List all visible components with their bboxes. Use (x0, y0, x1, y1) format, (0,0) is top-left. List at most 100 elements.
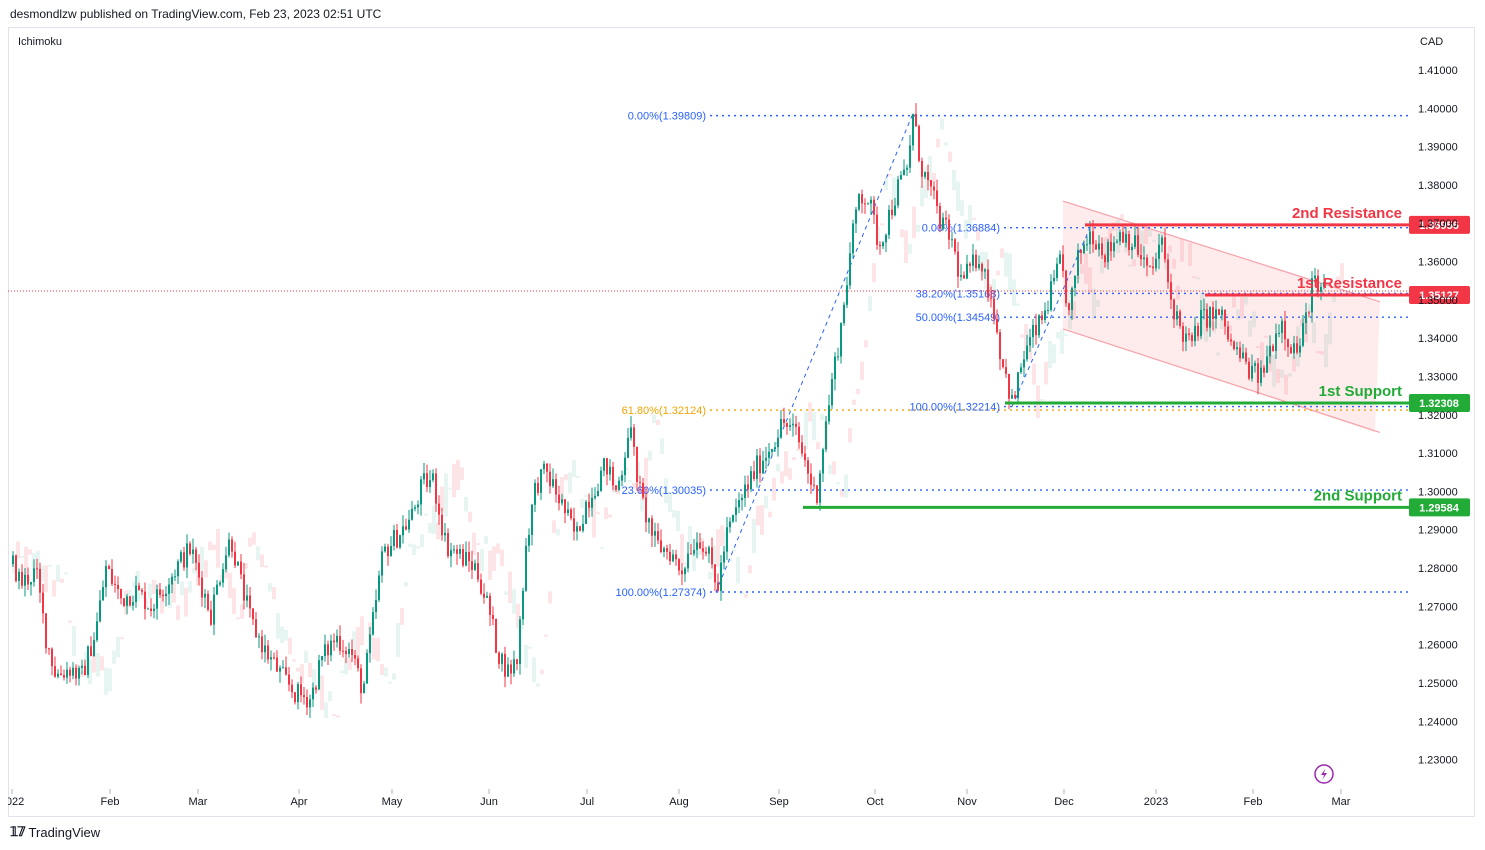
candle-body (1296, 343, 1298, 353)
x-tick-label: Dec (1054, 796, 1074, 808)
indicator-label: Ichimoku (18, 36, 62, 48)
candle-body (384, 546, 386, 552)
candle-body (621, 475, 623, 481)
candle-body (969, 263, 971, 266)
cloud-segment (40, 565, 44, 582)
candle-body (1287, 339, 1289, 348)
cloud-segment (392, 673, 396, 680)
candle-body (624, 457, 626, 476)
cloud-segment (632, 482, 636, 489)
cloud-segment (628, 480, 632, 483)
cloud-segment (1044, 362, 1048, 385)
candle-body (654, 531, 656, 536)
candle-body (744, 484, 746, 498)
candle-body (894, 205, 896, 216)
candle-body (444, 532, 446, 536)
cloud-segment (292, 659, 296, 662)
candle-body (1293, 343, 1295, 354)
candle-body (726, 527, 728, 552)
cloud-segment (640, 496, 644, 512)
cloud-segment (760, 504, 764, 535)
cloud-segment (152, 579, 156, 594)
cloud-segment (464, 496, 468, 512)
y-tick-label: 1.31000 (1418, 448, 1458, 460)
candle-body (795, 423, 797, 427)
candle-body (543, 463, 545, 470)
cloud-segment (700, 538, 704, 555)
cloud-segment (728, 558, 732, 562)
price-tag (1409, 285, 1470, 304)
cloud-segment (552, 520, 556, 534)
cloud-segment (208, 541, 212, 551)
y-tick-label: 1.40000 (1418, 103, 1458, 115)
cloud-segment (972, 217, 976, 220)
candle-body (915, 113, 917, 127)
cloud-segment (512, 589, 516, 614)
cloud-segment (340, 670, 344, 674)
cloud-segment (1092, 288, 1096, 319)
candle-body (957, 251, 959, 277)
candle-body (729, 521, 731, 528)
cloud-segment (608, 514, 612, 518)
candle-body (237, 561, 239, 566)
candle-body (1158, 244, 1160, 259)
cloud-segment (1324, 334, 1328, 368)
candle-body (999, 332, 1001, 360)
candle-body (609, 466, 611, 475)
candle-body (534, 482, 536, 505)
price-chart[interactable]: 0.00%(1.39809) 61.80%(1.32124) 23.60%(1.30… (8, 27, 1475, 817)
candle-body (417, 504, 419, 508)
cloud-segment (1148, 228, 1152, 237)
candle-body (678, 559, 680, 571)
cloud-segment (664, 478, 668, 504)
cloud-segment (1312, 322, 1316, 344)
cloud-segment (780, 471, 784, 484)
candle-body (972, 254, 974, 266)
candle-body (600, 470, 602, 492)
candle-body (486, 595, 488, 598)
candle-body (648, 518, 650, 523)
cloud-segment (284, 629, 288, 641)
candle-body (1275, 333, 1277, 351)
price-tag (1409, 215, 1470, 234)
cloud-segment (356, 626, 360, 664)
candle-body (228, 539, 230, 556)
cloud-segment (508, 571, 512, 604)
candle-body (876, 214, 878, 245)
cloud-segment (1192, 276, 1196, 279)
candle-body (645, 497, 647, 523)
candle-body (1281, 320, 1283, 333)
level-label: 1st Resistance (1297, 275, 1402, 292)
candle-body (1251, 365, 1253, 379)
candle-body (432, 473, 434, 481)
candle-body (546, 463, 548, 472)
lightning-icon[interactable] (1314, 764, 1334, 784)
cloud-segment (540, 669, 544, 675)
candle-body (594, 496, 596, 498)
candle-body (198, 562, 200, 578)
candle-body (42, 592, 44, 614)
candle-body (954, 239, 956, 252)
candle-body (636, 446, 638, 482)
candle-body (114, 583, 116, 585)
candle-body (1092, 231, 1094, 245)
cloud-segment (816, 442, 820, 450)
candle-body (1137, 235, 1139, 255)
cloud-segment (1232, 295, 1236, 308)
cloud-segment (488, 550, 492, 580)
cloud-segment (168, 590, 172, 608)
cloud-segment (380, 663, 384, 675)
candle-body (321, 656, 323, 661)
y-tick-label: 1.36000 (1418, 257, 1458, 269)
cloud-segment (860, 361, 864, 380)
cloud-segment (648, 450, 652, 461)
cloud-segment (68, 620, 72, 623)
level-label: 2nd Support (1314, 487, 1402, 504)
cloud-segment (584, 494, 588, 497)
candle-body (288, 674, 290, 685)
cloud-segment (116, 636, 120, 658)
cloud-segment (1320, 351, 1324, 355)
y-tick-label: 1.32000 (1418, 410, 1458, 422)
candle-body (222, 569, 224, 583)
candle-body (234, 551, 236, 566)
